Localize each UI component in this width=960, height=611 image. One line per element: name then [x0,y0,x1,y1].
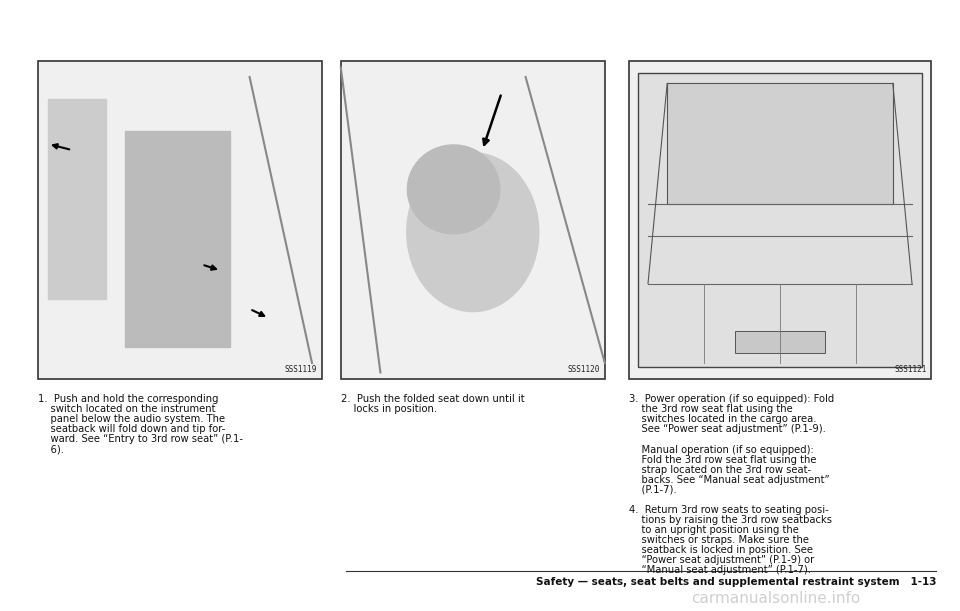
Text: 3.  Power operation (if so equipped): Fold: 3. Power operation (if so equipped): Fol… [629,394,834,404]
Text: backs. See “Manual seat adjustment”: backs. See “Manual seat adjustment” [629,475,829,485]
Text: SSS1120: SSS1120 [567,365,600,374]
Text: ward. See “Entry to 3rd row seat” (P.1-: ward. See “Entry to 3rd row seat” (P.1- [38,434,244,444]
Text: panel below the audio system. The: panel below the audio system. The [38,414,226,424]
Text: 2.  Push the folded seat down until it: 2. Push the folded seat down until it [341,394,524,404]
Text: (P.1-7).: (P.1-7). [629,485,677,495]
Text: seatback is locked in position. See: seatback is locked in position. See [629,546,813,555]
Ellipse shape [407,153,539,312]
Text: to an upright position using the: to an upright position using the [629,525,799,535]
Text: switches or straps. Make sure the: switches or straps. Make sure the [629,535,808,545]
Text: switch located on the instrument: switch located on the instrument [38,404,216,414]
Text: SSS1121: SSS1121 [894,365,926,374]
Text: “Manual seat adjustment” (P.1-7).: “Manual seat adjustment” (P.1-7). [629,566,811,576]
Text: carmanualsonline.info: carmanualsonline.info [691,591,860,606]
Text: Manual operation (if so equipped):: Manual operation (if so equipped): [629,445,813,455]
Bar [667,83,893,204]
Text: switches located in the cargo area.: switches located in the cargo area. [629,414,816,424]
Bar [629,61,931,379]
Text: Fold the 3rd row seat flat using the: Fold the 3rd row seat flat using the [629,455,816,464]
Text: 4.  Return 3rd row seats to seating posi-: 4. Return 3rd row seats to seating posi- [629,505,828,515]
Text: 6).: 6). [38,445,64,455]
Bar [638,73,922,367]
Bar [38,61,322,379]
Bar [734,331,826,353]
Text: strap located on the 3rd row seat-: strap located on the 3rd row seat- [629,464,811,475]
Polygon shape [48,99,106,299]
Bar [341,61,605,379]
Text: Safety — seats, seat belts and supplemental restraint system   1-13: Safety — seats, seat belts and supplemen… [536,577,936,587]
Text: SSS1119: SSS1119 [284,365,317,374]
Polygon shape [125,131,230,347]
Text: tions by raising the 3rd row seatbacks: tions by raising the 3rd row seatbacks [629,515,831,525]
Text: 1.  Push and hold the corresponding: 1. Push and hold the corresponding [38,394,219,404]
Text: the 3rd row seat flat using the: the 3rd row seat flat using the [629,404,793,414]
Text: locks in position.: locks in position. [341,404,437,414]
Text: seatback will fold down and tip for-: seatback will fold down and tip for- [38,424,226,434]
Text: See “Power seat adjustment” (P.1-9).: See “Power seat adjustment” (P.1-9). [629,424,826,434]
Text: “Power seat adjustment” (P.1-9) or: “Power seat adjustment” (P.1-9) or [629,555,814,565]
Ellipse shape [407,145,500,234]
